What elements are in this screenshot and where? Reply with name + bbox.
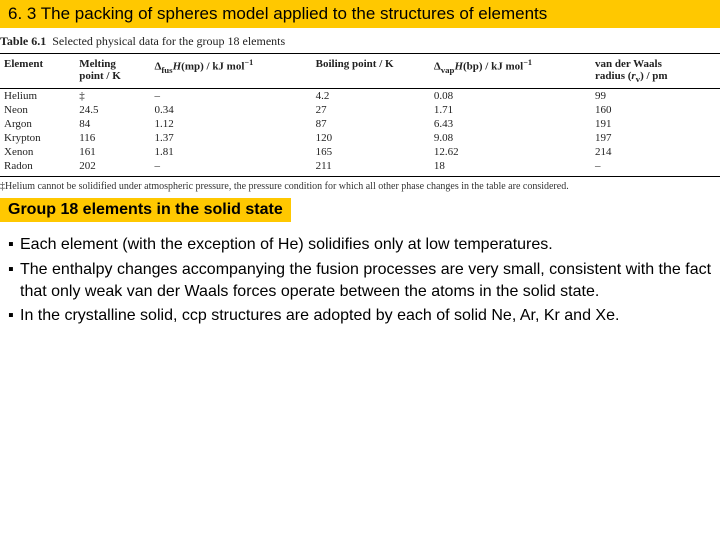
cell-vdw: 197	[591, 131, 720, 145]
table-row: Krypton 116 1.37 120 9.08 197	[0, 131, 720, 145]
col-melting-l2: point / K	[79, 70, 146, 82]
cell-vdw: 191	[591, 117, 720, 131]
cell-element: Argon	[0, 117, 75, 131]
bullet-marker-icon: ▪	[8, 259, 20, 304]
cell-element: Helium	[0, 89, 75, 104]
table-row: Argon 84 1.12 87 6.43 191	[0, 117, 720, 131]
cell-dh1: 1.12	[150, 117, 311, 131]
page-title: 6. 3 The packing of spheres model applie…	[0, 0, 720, 28]
bullet-text: The enthalpy changes accompanying the fu…	[20, 259, 712, 304]
bullet-list: ▪ Each element (with the exception of He…	[8, 234, 712, 328]
list-item: ▪ In the crystalline solid, ccp structur…	[8, 305, 712, 327]
col-boiling: Boiling point / K	[312, 54, 430, 89]
table-caption: Table 6.1 Selected physical data for the…	[0, 34, 720, 49]
list-item: ▪ Each element (with the exception of He…	[8, 234, 712, 256]
table-row: Xenon 161 1.81 165 12.62 214	[0, 145, 720, 159]
table-row: Neon 24.5 0.34 27 1.71 160	[0, 103, 720, 117]
cell-dh1: 1.81	[150, 145, 311, 159]
cell-mp: 116	[75, 131, 150, 145]
table-row: Helium ‡ – 4.2 0.08 99	[0, 89, 720, 104]
table-body: Helium ‡ – 4.2 0.08 99 Neon 24.5 0.34 27…	[0, 89, 720, 177]
cell-dh2: 6.43	[430, 117, 591, 131]
col-vdw-l2: radius (rv) / pm	[595, 70, 716, 84]
cell-dh1: 0.34	[150, 103, 311, 117]
col-fusH: ΔfusH(mp) / kJ mol−1	[150, 54, 311, 89]
cell-dh1: 1.37	[150, 131, 311, 145]
cell-dh2: 1.71	[430, 103, 591, 117]
cell-vdw: 99	[591, 89, 720, 104]
cell-mp: 161	[75, 145, 150, 159]
col-melting-l1: Melting	[79, 58, 146, 70]
cell-vdw: 160	[591, 103, 720, 117]
col-element: Element	[0, 54, 75, 89]
cell-dh2: 18	[430, 159, 591, 176]
cell-element: Neon	[0, 103, 75, 117]
table-row: Radon 202 – 211 18 –	[0, 159, 720, 176]
cell-mp: 84	[75, 117, 150, 131]
cell-bp: 27	[312, 103, 430, 117]
list-item: ▪ The enthalpy changes accompanying the …	[8, 259, 712, 304]
bullet-marker-icon: ▪	[8, 305, 20, 327]
col-vapH: ΔvapH(bp) / kJ mol−1	[430, 54, 591, 89]
cell-mp: ‡	[75, 89, 150, 104]
data-table-wrap: Element Melting point / K ΔfusH(mp) / kJ…	[0, 53, 720, 177]
cell-element: Xenon	[0, 145, 75, 159]
table-footnote: ‡Helium cannot be solidified under atmos…	[0, 181, 720, 192]
bullet-text: In the crystalline solid, ccp structures…	[20, 305, 712, 327]
cell-bp: 120	[312, 131, 430, 145]
caption-bold: Table 6.1	[0, 34, 46, 48]
cell-bp: 4.2	[312, 89, 430, 104]
col-vdw: van der Waals radius (rv) / pm	[591, 54, 720, 89]
bullet-marker-icon: ▪	[8, 234, 20, 256]
cell-dh2: 0.08	[430, 89, 591, 104]
cell-vdw: –	[591, 159, 720, 176]
cell-element: Krypton	[0, 131, 75, 145]
cell-dh2: 9.08	[430, 131, 591, 145]
cell-dh1: –	[150, 89, 311, 104]
col-melting: Melting point / K	[75, 54, 150, 89]
cell-dh2: 12.62	[430, 145, 591, 159]
cell-element: Radon	[0, 159, 75, 176]
col-vdw-l1: van der Waals	[595, 58, 716, 70]
cell-vdw: 214	[591, 145, 720, 159]
data-table: Element Melting point / K ΔfusH(mp) / kJ…	[0, 53, 720, 176]
cell-dh1: –	[150, 159, 311, 176]
cell-bp: 211	[312, 159, 430, 176]
table-bottom-rule	[0, 176, 720, 177]
caption-rest: Selected physical data for the group 18 …	[46, 34, 285, 48]
cell-mp: 24.5	[75, 103, 150, 117]
cell-bp: 165	[312, 145, 430, 159]
bullet-text: Each element (with the exception of He) …	[20, 234, 712, 256]
section-subtitle: Group 18 elements in the solid state	[0, 198, 291, 222]
table-header-row: Element Melting point / K ΔfusH(mp) / kJ…	[0, 54, 720, 89]
cell-mp: 202	[75, 159, 150, 176]
cell-bp: 87	[312, 117, 430, 131]
